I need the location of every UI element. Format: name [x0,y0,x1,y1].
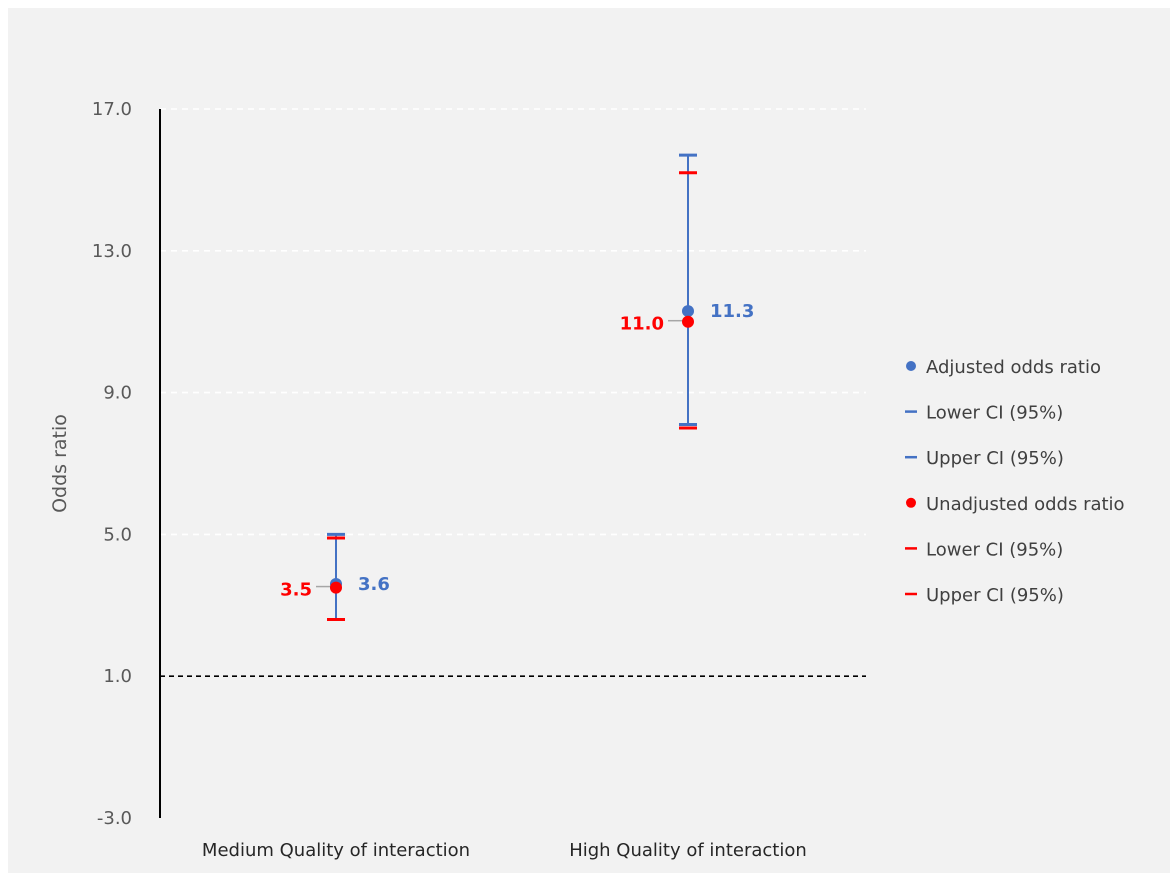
y-tick-label: -3.0 [97,808,132,829]
legend-marker [906,361,916,371]
legend-entry: Unadjusted odds ratio [926,494,1125,515]
legend-entry: Lower CI (95%) [926,539,1063,560]
y-axis-label: Odds ratio [49,414,71,513]
unadjusted-data-label: 11.0 [620,314,664,335]
y-tick-label: 1.0 [103,666,132,687]
y-tick-label: 17.0 [92,99,132,120]
legend-entry: Upper CI (95%) [926,448,1064,469]
unadjusted-odds-ratio-point [682,315,694,328]
legend-entry: Adjusted odds ratio [926,357,1101,378]
legend-entry: Upper CI (95%) [926,585,1064,606]
x-category-label: Medium Quality of interaction [202,840,470,861]
legend-marker [906,497,916,508]
unadjusted-odds-ratio-point [330,581,342,594]
odds-ratio-chart: 17.0 13.0 9.0 5.0 1.0 -3.0 Odds ratio Medium Qu… [49,99,1125,861]
adjusted-data-label: 11.3 [710,301,754,322]
y-tick-label: 5.0 [103,524,132,545]
adjusted-data-label: 3.6 [358,574,390,595]
x-category-label: High Quality of interaction [569,840,807,861]
chart-area: 17.0 13.0 9.0 5.0 1.0 -3.0 Odds ratio Medium Qu… [8,8,1170,873]
legend-entry: Lower CI (95%) [926,403,1063,424]
adjusted-odds-ratio-point [682,305,694,318]
y-tick-label: 13.0 [92,241,132,262]
unadjusted-data-label: 3.5 [280,580,312,601]
y-tick-label: 9.0 [103,383,132,404]
